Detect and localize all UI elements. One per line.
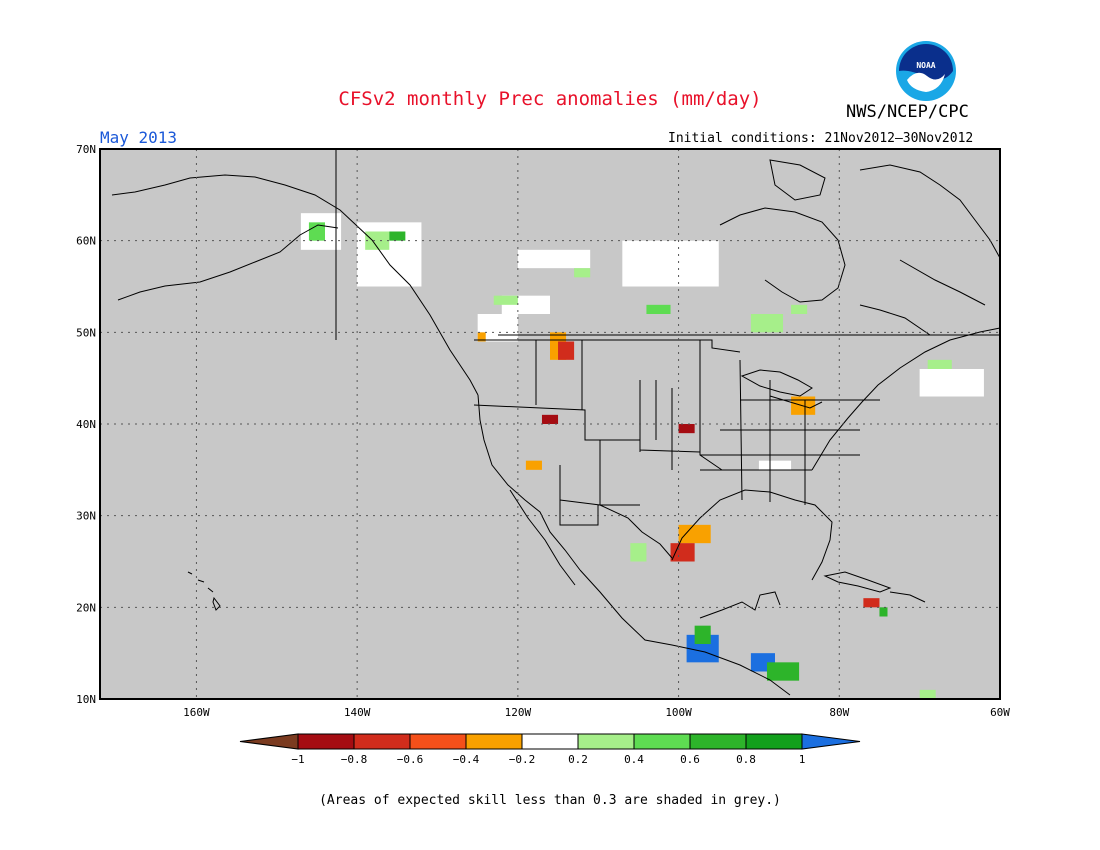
anomaly-region xyxy=(879,607,888,617)
anomaly-region xyxy=(558,341,575,360)
agency-label: NWS/NCEP/CPC xyxy=(846,102,969,122)
color-legend-swatch xyxy=(353,733,411,750)
anomaly-region xyxy=(758,460,792,470)
color-legend-swatch xyxy=(633,733,691,750)
latitude-tick-label: 30N xyxy=(76,510,96,523)
latitude-tick-label: 50N xyxy=(76,326,96,339)
latitude-tick-label: 40N xyxy=(76,418,96,431)
color-legend-label: −0.8 xyxy=(341,753,368,766)
color-legend-arrow-high xyxy=(801,733,861,750)
color-legend-label: 1 xyxy=(799,753,806,766)
political-borders xyxy=(335,149,1000,559)
anomaly-region xyxy=(525,460,542,470)
color-legend-swatches xyxy=(239,733,861,750)
color-legend-label: −0.4 xyxy=(453,753,480,766)
color-legend-label: 0.6 xyxy=(680,753,700,766)
anomaly-region xyxy=(919,689,936,699)
anomaly-region xyxy=(389,231,406,241)
color-legend-swatch xyxy=(297,733,355,750)
anomaly-region xyxy=(863,598,880,608)
color-legend-swatch xyxy=(689,733,747,750)
color-legend-label: 0.8 xyxy=(736,753,756,766)
gridlines xyxy=(100,149,1000,699)
precipitation-anomaly-map: 70N 60N 50N 40N 30N 20N 10N 160W 140W 120W 100W 80… xyxy=(76,143,1010,719)
latitude-tick-label: 10N xyxy=(76,693,96,706)
longitude-tick-label: 100W xyxy=(665,706,692,719)
color-legend-labels: −1 −0.8 −0.6 −0.4 −0.2 0.2 0.4 0.6 0.8 1 xyxy=(291,753,805,766)
color-legend-swatch xyxy=(745,733,803,750)
anomaly-region xyxy=(750,314,784,333)
anomaly-region xyxy=(630,543,647,562)
longitude-tick-label: 120W xyxy=(505,706,532,719)
anomaly-region xyxy=(493,295,518,305)
color-legend-label: −0.2 xyxy=(509,753,536,766)
anomaly-region xyxy=(365,231,390,250)
anomaly-region xyxy=(541,414,559,424)
latitude-tick-label: 70N xyxy=(76,143,96,156)
anomaly-region xyxy=(670,543,695,562)
latitude-tick-label: 60N xyxy=(76,235,96,248)
anomaly-region xyxy=(791,304,808,314)
anomaly-region xyxy=(646,304,671,314)
noaa-logo: NOAA xyxy=(896,41,956,101)
color-legend-swatch xyxy=(521,733,579,750)
color-legend-label: −1 xyxy=(291,753,304,766)
color-legend-arrow-low xyxy=(239,733,299,750)
color-legend: −1 −0.8 −0.6 −0.4 −0.2 0.2 0.4 0.6 0.8 1 xyxy=(239,733,861,766)
latitude-tick-label: 20N xyxy=(76,601,96,614)
noaa-logo-text: NOAA xyxy=(916,61,935,70)
anomaly-region xyxy=(766,662,800,681)
anomaly-region xyxy=(517,249,591,269)
coastlines xyxy=(111,159,1001,696)
anomaly-region xyxy=(919,369,984,397)
anomaly-region xyxy=(622,240,719,287)
anomaly-region xyxy=(574,268,591,278)
color-legend-label: −0.6 xyxy=(397,753,424,766)
longitude-labels: 160W 140W 120W 100W 80W 60W xyxy=(183,706,1010,719)
anomaly-region xyxy=(694,625,711,644)
longitude-tick-label: 160W xyxy=(183,706,210,719)
map-frame xyxy=(99,148,1001,700)
latitude-labels: 70N 60N 50N 40N 30N 20N 10N xyxy=(76,143,96,706)
anomaly-region xyxy=(678,424,695,434)
color-legend-swatch xyxy=(577,733,635,750)
longitude-tick-label: 140W xyxy=(344,706,371,719)
chart-title: CFSv2 monthly Prec anomalies (mm/day) xyxy=(338,88,762,110)
anomaly-region xyxy=(678,524,711,544)
anomaly-region xyxy=(477,332,486,342)
anomaly-region xyxy=(927,359,952,369)
initial-conditions-label: Initial conditions: 21Nov2012–30Nov2012 xyxy=(668,131,974,146)
longitude-tick-label: 60W xyxy=(990,706,1010,719)
target-month-label: May 2013 xyxy=(100,128,178,147)
color-legend-swatch xyxy=(409,733,467,750)
anomaly-regions xyxy=(300,213,984,699)
color-legend-label: 0.4 xyxy=(624,753,644,766)
color-legend-swatch xyxy=(465,733,523,750)
color-legend-label: 0.2 xyxy=(568,753,588,766)
anomaly-region xyxy=(308,222,325,241)
skill-footnote: (Areas of expected skill less than 0.3 a… xyxy=(319,793,781,808)
longitude-tick-label: 80W xyxy=(829,706,849,719)
